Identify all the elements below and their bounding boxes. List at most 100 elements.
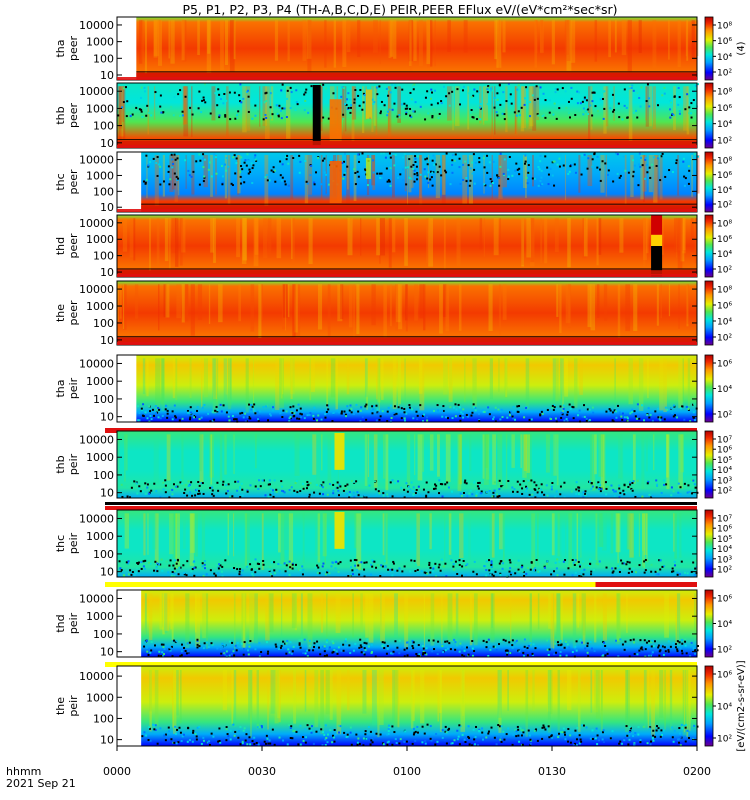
y-tick-label: 10000 [79, 512, 114, 525]
panel-label: thc peer [54, 169, 80, 195]
svg-text:thc: thc [54, 173, 67, 190]
panel-label: the peer [54, 300, 80, 326]
svg-text:thc: thc [54, 535, 67, 552]
colorbar-tick-label: 10⁴ [717, 186, 732, 196]
y-tick-label: 1000 [86, 375, 114, 388]
spectrogram-fill [117, 215, 697, 277]
panel-label: thd peir [54, 612, 80, 634]
colorbar-tick-label: 10⁸ [717, 22, 732, 32]
y-tick-label: 1000 [86, 169, 114, 182]
y-tick-label: 10000 [79, 670, 114, 683]
colorbar-tick-label: 10³ [717, 476, 732, 486]
colorbar-tick-label: 10² [717, 735, 732, 745]
svg-text:peir: peir [67, 377, 80, 399]
spectrogram-fill [117, 431, 697, 498]
panel-frame [116, 589, 698, 658]
spectrogram-texture [139, 20, 699, 74]
colorbar [704, 151, 714, 213]
y-tick-label: 10 [100, 201, 114, 214]
svg-text:peir: peir [67, 612, 80, 634]
spectrogram-texture [143, 152, 700, 206]
panel-thd-peer: 10000 1000 100 10 thd peer 10⁸ 10⁶ 10⁴ 10² [54, 214, 732, 279]
svg-text:thd: thd [54, 614, 67, 632]
x-tick-label: 0100 [393, 765, 421, 778]
colorbar [704, 214, 714, 278]
panel-frame [116, 430, 698, 499]
spectrogram-fill [117, 281, 697, 345]
status-band [117, 274, 697, 277]
x-tick-label: 0200 [683, 765, 711, 778]
svg-text:peer: peer [67, 103, 80, 129]
colorbar-tick-label: 10⁷ [717, 436, 732, 446]
colorbar-tick-label: 10⁴ [717, 385, 732, 395]
panel-the-peer: 10000 1000 100 10 the peer 10⁸ 10⁶ 10⁴ 10² [54, 280, 732, 347]
status-band [117, 342, 697, 345]
y-tick-label: 1000 [86, 691, 114, 704]
y-tick-label: 100 [93, 628, 114, 641]
colorbar [704, 82, 714, 149]
colorbar-tick-label: 10² [717, 566, 732, 576]
colorbar-tick-label: 10⁶ [717, 595, 732, 605]
colorbar-tick-label: 10⁶ [717, 446, 732, 456]
colorbar-tick-label: 10⁶ [717, 671, 732, 681]
colorbar-tick-label: 10⁸ [717, 88, 732, 98]
colorbar [704, 665, 714, 747]
colorbar-tick-label: 10⁸ [717, 220, 732, 230]
colorbar-tick-label: 10⁶ [717, 525, 732, 535]
svg-text:peer: peer [67, 300, 80, 326]
panel-label: the peir [54, 695, 80, 717]
colorbar-tick-label: 10⁴ [717, 318, 732, 328]
status-band [105, 502, 697, 505]
y-tick-label: 10 [100, 69, 114, 82]
colorbar-tick-label: 10² [717, 334, 732, 344]
svg-text:peir: peir [67, 695, 80, 717]
spectrogram-texture [137, 358, 698, 423]
y-tick-label: 10 [100, 137, 114, 150]
y-tick-label: 1000 [86, 300, 114, 313]
colorbar-tick-label: 10⁴ [717, 250, 732, 260]
colorbar-tick-label: 10⁵ [717, 535, 732, 545]
panel-label: thd peer [54, 233, 80, 259]
spectrogram-texture [118, 513, 698, 578]
svg-text:the: the [54, 697, 67, 715]
y-tick-label: 1000 [86, 451, 114, 464]
panel-label: tha peer [54, 36, 80, 62]
colorbar-tick-label: 10² [717, 266, 732, 276]
x-axis-label-hhmm: hhmm [6, 765, 41, 778]
panel-thd-peir: 10000 1000 100 10 thd peir 10⁶ 10⁴ 10² [54, 589, 732, 667]
x-axis-tick-labels: 0000 0030 0100 0130 0200 [103, 746, 711, 778]
colorbar-tick-label: 10⁴ [717, 620, 732, 630]
colorbar-tick-label: 10⁷ [717, 515, 732, 525]
colorbar-tick-label: 10⁶ [717, 37, 732, 47]
svg-text:thb: thb [54, 106, 67, 124]
svg-text:tha: tha [54, 379, 67, 397]
y-tick-label: 100 [93, 120, 114, 133]
colorbar-tick-label: 10⁸ [717, 286, 732, 296]
spectrogram-texture [117, 284, 689, 339]
svg-text:peer: peer [67, 36, 80, 62]
colorbar-tick-label: 10⁶ [717, 171, 732, 181]
colorbar-tick-label: 10² [717, 137, 732, 147]
figure-title: P5, P1, P2, P3, P4 (TH-A,B,C,D,E) PEIR,P… [182, 2, 617, 17]
y-tick-label: 10000 [79, 19, 114, 32]
panel-tha-peir: 10000 1000 100 10 tha peir 10⁶ 10⁴ 10² [54, 354, 732, 433]
colorbar [704, 509, 714, 578]
colorbar-tick-label: 10⁴ [717, 545, 732, 555]
panel-label: thb peir [54, 453, 80, 475]
svg-text:tha: tha [54, 39, 67, 57]
colorbar-tick-label: 10² [717, 411, 732, 421]
colorbar [704, 430, 714, 499]
spectrogram-fill [141, 152, 697, 212]
svg-text:thb: thb [54, 455, 67, 473]
spectrogram-fill [136, 17, 698, 80]
colorbar-tick-label: 10⁴ [717, 120, 732, 130]
spectrogram-texture [118, 434, 699, 499]
colorbar-units-label: [eV/(cm2-s-sr-eV)] [736, 660, 747, 751]
x-tick-label: 0000 [103, 765, 131, 778]
x-axis-label-date: 2021 Sep 21 [6, 777, 76, 790]
y-tick-label: 1000 [86, 530, 114, 543]
y-tick-label: 10 [100, 734, 114, 747]
